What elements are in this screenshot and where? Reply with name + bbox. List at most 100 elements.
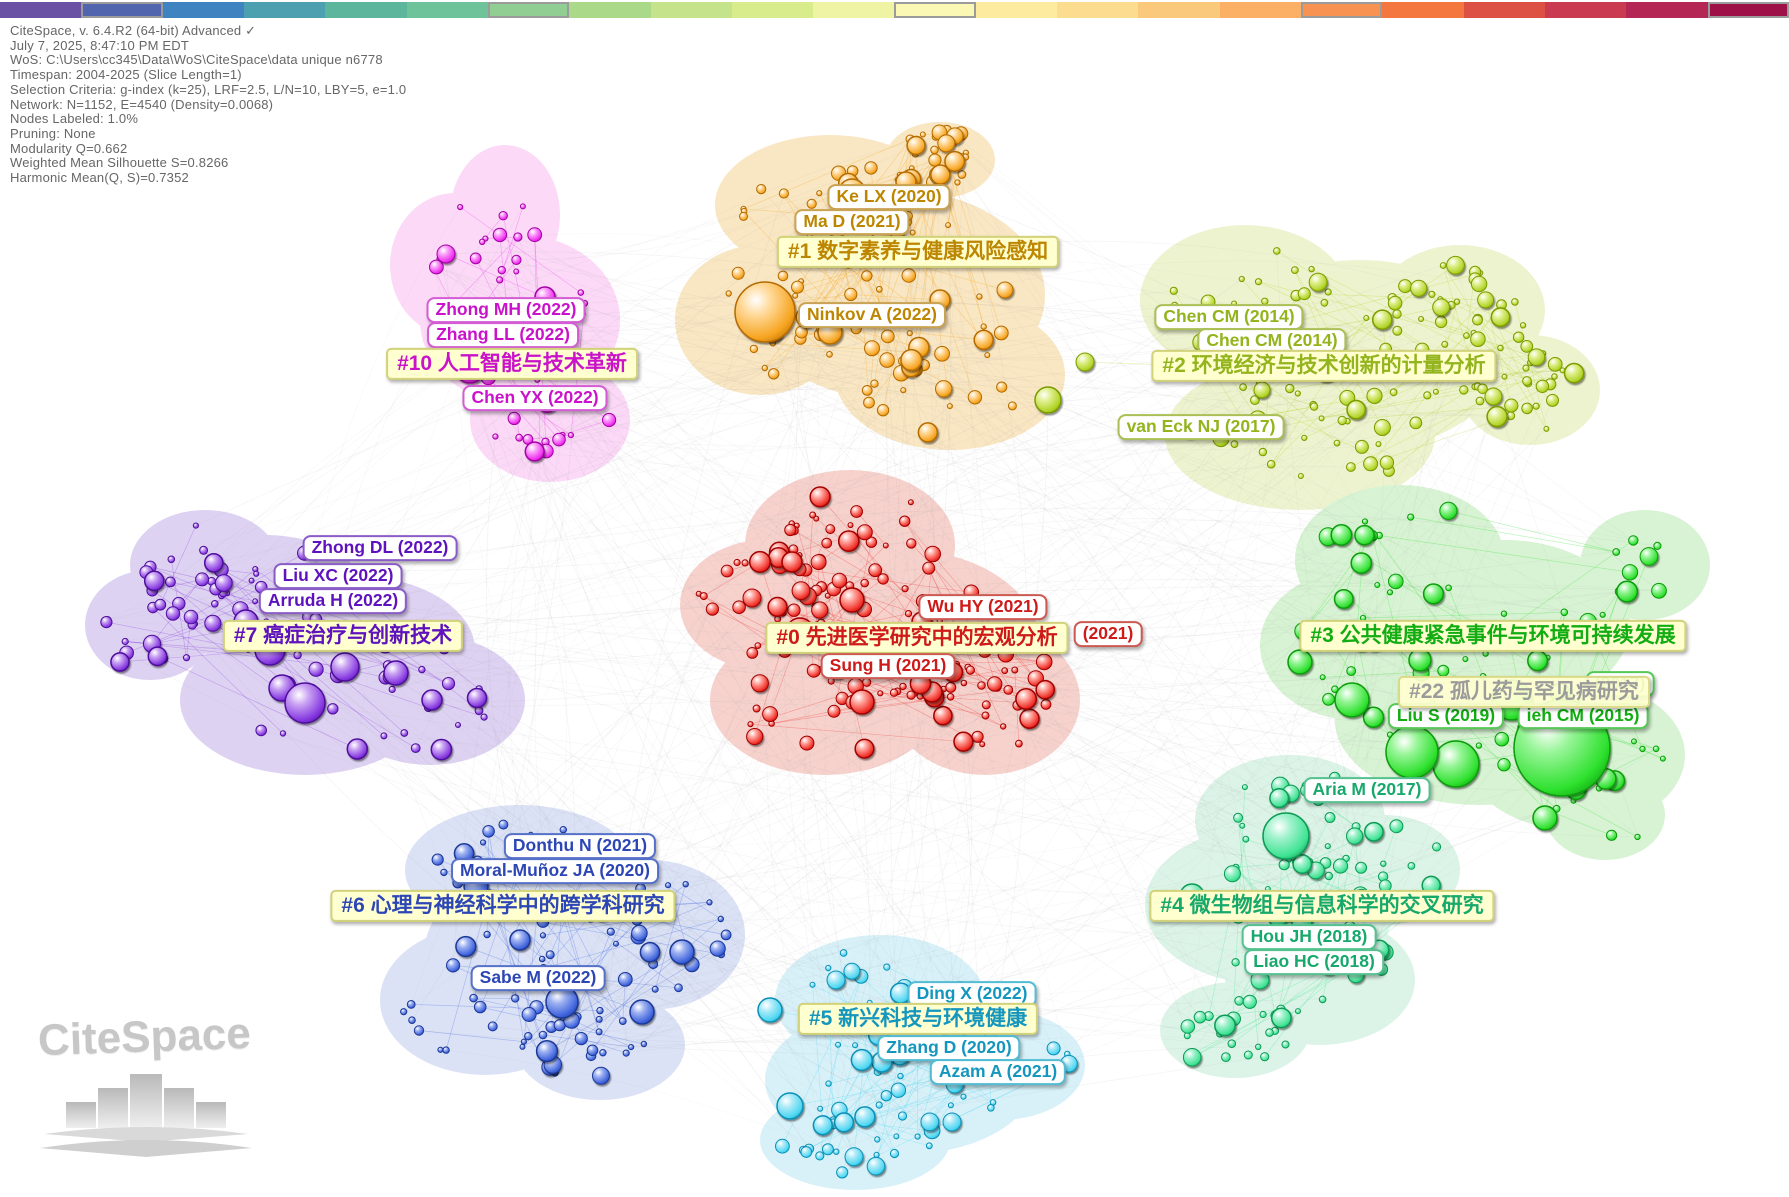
publication-node[interactable] <box>1075 352 1095 372</box>
cluster-label[interactable]: #0 先进医学研究中的宏观分析 <box>765 621 1069 655</box>
publication-node[interactable] <box>1234 996 1244 1006</box>
publication-node[interactable] <box>750 674 769 693</box>
publication-node[interactable] <box>1387 295 1403 311</box>
publication-node[interactable] <box>809 486 831 508</box>
publication-node[interactable] <box>1463 332 1470 340</box>
colorbar-segment[interactable] <box>406 2 488 18</box>
publication-node[interactable] <box>147 646 168 667</box>
publication-node[interactable] <box>1318 995 1327 1004</box>
colorbar-segment[interactable] <box>1463 2 1545 18</box>
publication-node[interactable] <box>183 609 199 625</box>
publication-node[interactable] <box>775 1138 790 1154</box>
publication-node[interactable] <box>837 530 860 552</box>
publication-node[interactable] <box>880 1090 892 1102</box>
publication-node[interactable] <box>1259 1010 1267 1019</box>
publication-node[interactable] <box>1320 298 1329 307</box>
publication-node[interactable] <box>1243 1050 1253 1060</box>
publication-node[interactable] <box>487 1021 498 1032</box>
author-label[interactable]: Zhong MH (2022) <box>426 297 586 323</box>
publication-node[interactable] <box>761 364 768 372</box>
colorbar-segment[interactable] <box>1626 2 1708 18</box>
publication-node[interactable] <box>1392 309 1402 319</box>
publication-node[interactable] <box>513 268 520 275</box>
publication-node[interactable] <box>441 677 456 691</box>
publication-node[interactable] <box>497 266 506 275</box>
author-label[interactable]: Chen CM (2014) <box>1197 328 1347 354</box>
publication-node[interactable] <box>811 601 829 619</box>
publication-node[interactable] <box>1324 871 1334 881</box>
publication-node[interactable] <box>1255 1043 1262 1051</box>
publication-node[interactable] <box>960 1093 967 1100</box>
publication-node[interactable] <box>1519 322 1527 329</box>
colorbar-segment[interactable] <box>243 2 326 18</box>
publication-node[interactable] <box>1265 1028 1274 1037</box>
publication-node[interactable] <box>1532 402 1540 410</box>
publication-node[interactable] <box>762 706 779 723</box>
publication-node[interactable] <box>1040 699 1052 710</box>
publication-node[interactable] <box>457 204 464 211</box>
publication-node[interactable] <box>825 964 832 972</box>
publication-node[interactable] <box>799 735 815 751</box>
publication-node[interactable] <box>919 131 926 138</box>
publication-node[interactable] <box>1046 1041 1061 1056</box>
publication-node[interactable] <box>925 1142 933 1150</box>
publication-node[interactable] <box>429 259 444 275</box>
colorbar-segment[interactable] <box>81 2 163 18</box>
publication-node[interactable] <box>944 150 966 172</box>
publication-node[interactable] <box>836 1166 849 1179</box>
publication-node[interactable] <box>483 930 491 939</box>
publication-node[interactable] <box>1486 405 1508 428</box>
publication-node[interactable] <box>900 348 923 372</box>
publication-node[interactable] <box>545 950 555 960</box>
publication-node[interactable] <box>734 281 796 343</box>
publication-node[interactable] <box>1532 805 1558 831</box>
publication-node[interactable] <box>1634 833 1641 841</box>
publication-node[interactable] <box>665 882 672 889</box>
publication-node[interactable] <box>511 994 520 1003</box>
publication-node[interactable] <box>1250 395 1260 406</box>
publication-node[interactable] <box>595 1028 603 1036</box>
publication-node[interactable] <box>1385 725 1439 779</box>
publication-node[interactable] <box>330 652 360 682</box>
publication-node[interactable] <box>839 949 848 957</box>
colorbar-segment[interactable] <box>975 2 1058 18</box>
publication-node[interactable] <box>606 927 615 936</box>
publication-node[interactable] <box>827 704 841 718</box>
publication-node[interactable] <box>596 1006 604 1015</box>
publication-node[interactable] <box>917 422 939 443</box>
publication-node[interactable] <box>1432 388 1439 395</box>
publication-node[interactable] <box>945 681 957 693</box>
publication-node[interactable] <box>539 932 547 939</box>
publication-node[interactable] <box>599 1049 607 1057</box>
publication-node[interactable] <box>899 515 911 527</box>
cluster-label[interactable]: #5 新兴科技与环境健康 <box>797 1002 1039 1036</box>
publication-node[interactable] <box>860 578 870 588</box>
publication-node[interactable] <box>809 981 816 988</box>
publication-node[interactable] <box>877 573 889 585</box>
publication-node[interactable] <box>1423 391 1432 400</box>
publication-node[interactable] <box>868 563 883 578</box>
publication-node[interactable] <box>1639 745 1646 753</box>
publication-node[interactable] <box>492 433 499 440</box>
publication-node[interactable] <box>754 642 762 649</box>
publication-node[interactable] <box>1295 1008 1301 1015</box>
publication-node[interactable] <box>870 379 879 388</box>
colorbar-segment[interactable] <box>1219 2 1301 18</box>
publication-node[interactable] <box>577 289 585 296</box>
publication-node[interactable] <box>1484 387 1503 406</box>
publication-node[interactable] <box>559 826 567 834</box>
publication-node[interactable] <box>455 935 477 958</box>
colorbar-segment[interactable] <box>487 2 570 18</box>
cluster-label[interactable]: #22 孤儿药与罕见病研究 <box>1398 675 1650 709</box>
publication-node[interactable] <box>1297 473 1304 479</box>
publication-node[interactable] <box>1221 1052 1231 1062</box>
publication-node[interactable] <box>509 929 531 951</box>
publication-node[interactable] <box>746 647 759 659</box>
author-label[interactable]: Azam A (2021) <box>929 1059 1067 1085</box>
colorbar-segment[interactable] <box>162 2 244 18</box>
publication-node[interactable] <box>720 564 734 578</box>
publication-node[interactable] <box>922 561 936 575</box>
publication-node[interactable] <box>1501 373 1508 380</box>
publication-node[interactable] <box>800 1146 813 1158</box>
publication-node[interactable] <box>865 536 878 548</box>
